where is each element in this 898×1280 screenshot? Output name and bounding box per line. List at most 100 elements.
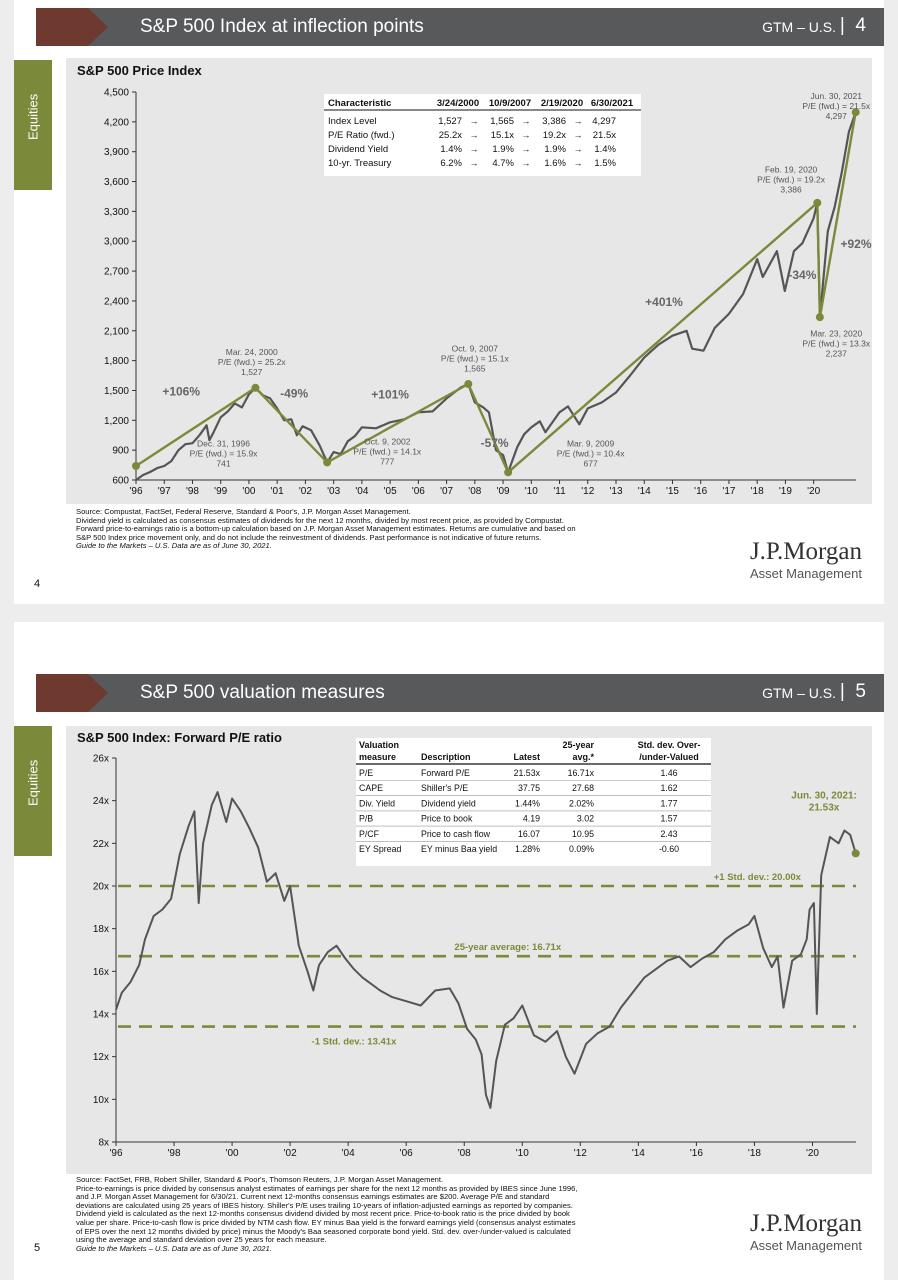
- change-label: +401%: [645, 295, 683, 309]
- x-tick-label: '00: [242, 486, 255, 497]
- source-notes: Source: Compustat, FactSet, Federal Rese…: [76, 507, 726, 551]
- x-tick-label: '09: [497, 486, 510, 497]
- inflection-point: [815, 313, 824, 322]
- y-tick-label: 8x: [98, 1138, 109, 1149]
- arrow-icon: →: [522, 158, 531, 168]
- source-notes: Source: FactSet, FRB, Robert Shiller, St…: [76, 1175, 726, 1253]
- point-annotation: 741: [216, 459, 230, 469]
- table-header: measure: [359, 752, 396, 762]
- table-cell: 1.9%: [492, 144, 514, 155]
- point-annotation: P/E (fwd.) = 13.3x: [802, 339, 871, 349]
- table-cell: 21.5x: [593, 130, 616, 141]
- table-cell: 10.95: [572, 829, 594, 839]
- table-cell: 2.02%: [569, 798, 594, 808]
- table-cell: Shiller's P/E: [421, 783, 468, 793]
- point-annotation: Oct. 9, 2002: [364, 437, 411, 447]
- equities-tab: Equities: [14, 60, 52, 190]
- arrow-icon: →: [574, 130, 583, 140]
- table-header: 6/30/2021: [591, 98, 634, 109]
- arrow-icon: →: [574, 144, 583, 154]
- x-tick-label: '17: [722, 486, 735, 497]
- y-tick-label: 3,900: [104, 147, 129, 158]
- x-tick-label: '98: [186, 486, 199, 497]
- table-cell: -0.60: [659, 844, 679, 854]
- x-tick-label: '12: [581, 486, 594, 497]
- table-header: Description: [421, 752, 471, 762]
- note-line: using the average and standard deviation…: [76, 1235, 327, 1245]
- x-tick-label: '97: [158, 486, 171, 497]
- table-cell: 1.28%: [515, 844, 540, 854]
- table-cell: 2.43: [660, 829, 677, 839]
- x-tick-label: '15: [666, 486, 679, 497]
- inflection-point: [504, 468, 513, 477]
- table-cell: 1.4%: [594, 144, 616, 155]
- x-tick-label: '01: [271, 486, 284, 497]
- table-cell: Div. Yield: [359, 798, 395, 808]
- note-line: Guide to the Markets – U.S. Data are as …: [76, 1243, 272, 1253]
- x-tick-label: '16: [690, 1148, 703, 1159]
- x-tick-label: '99: [214, 486, 227, 497]
- point-annotation: P/E (fwd.) = 10.4x: [557, 449, 626, 459]
- table-header: 25-year: [562, 740, 594, 750]
- x-tick-label: '02: [284, 1148, 297, 1159]
- y-tick-label: 12x: [93, 1052, 109, 1063]
- y-tick-label: 4,200: [104, 117, 129, 128]
- x-tick-label: '11: [553, 486, 566, 497]
- x-tick-label: '06: [400, 1148, 413, 1159]
- x-tick-label: '18: [748, 1148, 761, 1159]
- y-tick-label: 1,800: [104, 356, 129, 367]
- table-cell: 0.09%: [569, 844, 594, 854]
- note-line: deviations are calculated using 25 years…: [76, 1200, 573, 1210]
- table-header: avg.*: [572, 752, 594, 762]
- y-tick-label: 18x: [93, 924, 109, 935]
- x-tick-label: '19: [779, 486, 792, 497]
- y-tick-label: 2,700: [104, 267, 129, 278]
- point-annotation: 1,527: [241, 367, 263, 377]
- point-annotation: 4,297: [826, 111, 848, 121]
- x-tick-label: '96: [109, 1148, 122, 1159]
- reference-label: 25-year average: 16.71x: [454, 942, 561, 953]
- y-tick-label: 24x: [93, 796, 109, 807]
- note-line: Source: Compustat, FactSet, Federal Rese…: [76, 507, 411, 516]
- y-tick-label: 22x: [93, 839, 109, 850]
- point-annotation: P/E (fwd.) = 15.1x: [441, 354, 510, 364]
- footer-page-number: 4: [34, 578, 41, 590]
- chart-title: S&P 500 Index: Forward P/E ratio: [77, 730, 282, 745]
- change-label: +101%: [371, 387, 409, 401]
- note-line: of EPS over the next 12 months divided b…: [76, 1226, 571, 1236]
- table-cell: Index Level: [328, 116, 377, 127]
- table-cell: Price to cash flow: [421, 829, 491, 839]
- table-cell: 1.5%: [594, 158, 616, 169]
- arrow-icon: →: [470, 144, 479, 154]
- latest-label: 21.53x: [809, 803, 840, 814]
- y-tick-label: 3,600: [104, 177, 129, 188]
- arrow-icon: →: [470, 116, 479, 126]
- table-cell: Forward P/E: [421, 768, 470, 778]
- point-annotation: 677: [583, 459, 597, 469]
- table-header: Latest: [513, 752, 540, 762]
- chart-title: S&P 500 Price Index: [77, 63, 202, 78]
- inflection-point: [851, 108, 860, 117]
- table-cell: 3.02: [577, 814, 594, 824]
- point-annotation: 777: [380, 457, 394, 467]
- point-annotation: 1,565: [464, 364, 486, 374]
- x-tick-label: '08: [468, 486, 481, 497]
- table-cell: 3,386: [542, 116, 566, 127]
- y-tick-label: 20x: [93, 882, 109, 893]
- table-header: Characteristic: [328, 98, 391, 109]
- table-cell: 15.1x: [491, 130, 514, 141]
- table-cell: 19.2x: [543, 130, 566, 141]
- note-line: Price-to-earnings is price divided by co…: [76, 1183, 578, 1193]
- x-tick-label: '14: [632, 1148, 645, 1159]
- y-tick-label: 600: [112, 476, 129, 487]
- latest-label: Jun. 30, 2021:: [791, 791, 857, 802]
- table-cell: CAPE: [359, 783, 383, 793]
- change-label: -49%: [280, 386, 308, 400]
- x-tick-label: '05: [384, 486, 397, 497]
- guide-label: GTM – U.S.: [762, 19, 836, 35]
- table-cell: 16.07: [518, 829, 540, 839]
- table-cell: P/CF: [359, 829, 380, 839]
- jpmorgan-logo: J.P.Morgan Asset Management: [749, 1210, 862, 1253]
- point-annotation: P/E (fwd.) = 21.5x: [802, 101, 871, 111]
- change-label: +92%: [840, 237, 871, 251]
